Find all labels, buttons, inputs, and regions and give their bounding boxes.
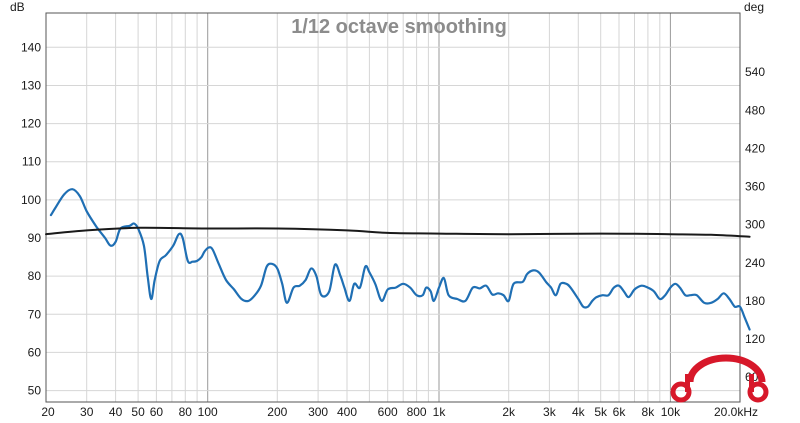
magnitude-line — [49, 188, 751, 331]
right-tick-label: 360 — [745, 180, 765, 194]
x-tick-label: 1k — [433, 405, 447, 419]
tick-layer: 50 60 70 80 90 100 110 120 130 140 60 120 180 240 300 3… — [21, 40, 765, 419]
x-tick-label: 800 — [407, 405, 427, 419]
phase-line — [45, 226, 751, 238]
x-tick-label: 300 — [308, 405, 328, 419]
x-tick-label: 100 — [198, 405, 218, 419]
left-tick-label: 130 — [21, 79, 41, 93]
plot-area — [46, 13, 740, 402]
right-tick-label: 240 — [745, 256, 765, 270]
left-tick-label: 90 — [28, 231, 42, 245]
x-tick-label: 6k — [613, 405, 627, 419]
right-tick-label: 480 — [745, 103, 765, 117]
left-tick-label: 60 — [28, 345, 42, 359]
x-tick-label: 80 — [179, 405, 193, 419]
x-tick-label: 5k — [594, 405, 608, 419]
x-tick-label: 30 — [80, 405, 94, 419]
right-axis-unit: deg — [744, 0, 764, 14]
left-tick-label: 140 — [21, 40, 41, 54]
x-tick-label: 60 — [150, 405, 164, 419]
x-tick-label: 50 — [131, 405, 145, 419]
x-tick-label: 200 — [267, 405, 287, 419]
left-tick-label: 110 — [22, 155, 41, 169]
x-tick-label: 20.0kHz — [714, 405, 758, 419]
x-tick-label: 8k — [642, 405, 656, 419]
right-tick-label: 300 — [745, 218, 765, 232]
x-tick-label: 40 — [109, 405, 123, 419]
left-tick-label: 50 — [28, 384, 42, 398]
x-tick-label: 20 — [41, 405, 55, 419]
right-tick-label: 540 — [745, 65, 765, 79]
x-tick-label: 4k — [572, 405, 586, 419]
x-tick-label: 10k — [661, 405, 681, 419]
right-tick-label: 180 — [745, 294, 765, 308]
plot-frame — [45, 12, 741, 403]
left-tick-label: 120 — [21, 117, 41, 131]
left-tick-label: 80 — [28, 269, 42, 283]
brand-logo — [670, 354, 769, 403]
right-tick-label: 120 — [745, 332, 765, 346]
grid-layer — [46, 13, 740, 402]
left-tick-label: 70 — [28, 307, 42, 321]
x-tick-label: 3k — [543, 405, 557, 419]
right-tick-label: 420 — [745, 141, 765, 155]
x-tick-label: 2k — [502, 405, 516, 419]
left-axis-unit: dB — [10, 0, 25, 14]
series-layer — [45, 188, 751, 331]
chart-title: 1/12 octave smoothing — [291, 16, 507, 38]
left-tick-label: 100 — [21, 193, 41, 207]
x-tick-label: 400 — [337, 405, 357, 419]
x-tick-label: 600 — [378, 405, 398, 419]
